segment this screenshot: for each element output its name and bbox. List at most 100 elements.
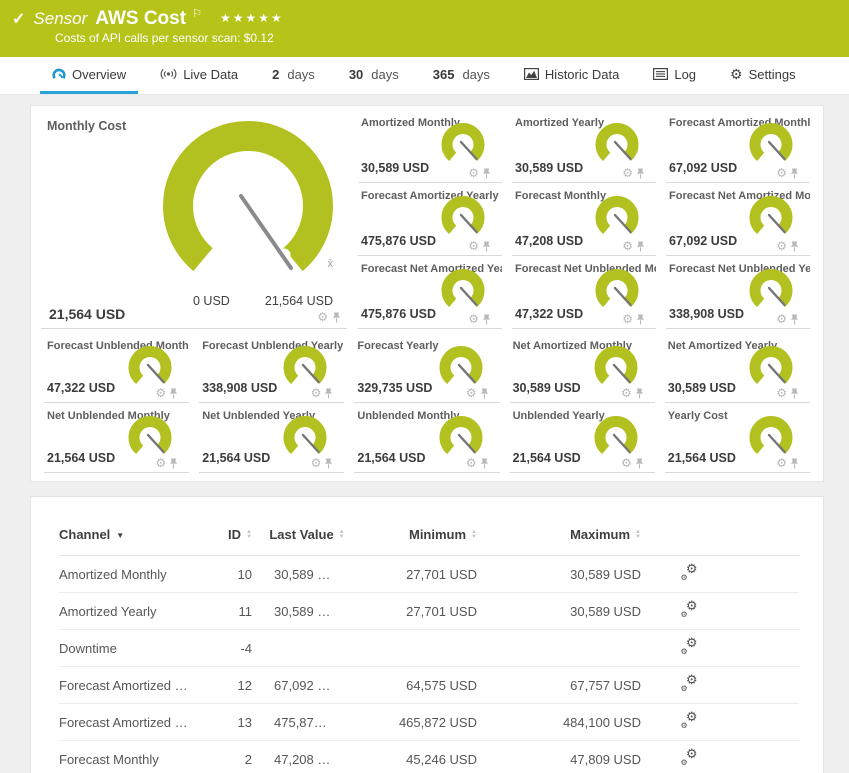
column-header-channel[interactable]: Channel ▼ xyxy=(59,521,209,556)
pin-icon[interactable] xyxy=(790,458,799,469)
gear-icon[interactable]: ⚙ xyxy=(468,239,479,253)
gear-icon[interactable]: ⚙ xyxy=(310,386,322,400)
pin-icon[interactable] xyxy=(636,168,645,179)
gear-icon[interactable]: ⚙ xyxy=(621,456,632,470)
channel-gauge-tile[interactable]: Forecast Unblended Monthly 47,322 USD ⚙ xyxy=(44,333,190,403)
channel-cell: Amortized Yearly xyxy=(59,592,209,630)
pin-icon[interactable] xyxy=(790,241,799,252)
table-row[interactable]: Downtime -4 ⚙ ⚙ xyxy=(59,629,799,667)
channel-settings-icon[interactable]: ⚙ ⚙ xyxy=(680,672,698,693)
gear-icon[interactable]: ⚙ xyxy=(465,456,477,470)
pin-icon[interactable] xyxy=(482,314,491,325)
channel-gauge-tile[interactable]: Net Unblended Yearly 21,564 USD ⚙ xyxy=(199,403,345,473)
channel-settings-icon[interactable]: ⚙ ⚙ xyxy=(680,598,698,619)
gauges-card: Monthly Cost x̄ 0 USD 21,564 USD 21,564 … xyxy=(30,105,824,482)
gear-icon[interactable]: ⚙ xyxy=(776,456,787,470)
gear-icon[interactable]: ⚙ xyxy=(317,310,328,324)
maximum-cell xyxy=(477,629,641,667)
gear-icon[interactable]: ⚙ xyxy=(776,166,787,180)
pin-icon[interactable] xyxy=(636,241,645,252)
channel-settings-icon[interactable]: ⚙ ⚙ xyxy=(680,709,698,730)
sensor-subtitle: Costs of API calls per sensor scan: $0.1… xyxy=(55,31,274,45)
pin-icon[interactable] xyxy=(482,168,491,179)
pin-icon[interactable] xyxy=(790,388,799,399)
tab-live-data[interactable]: Live Data xyxy=(148,57,250,94)
gear-icon[interactable]: ⚙ xyxy=(310,456,322,470)
pin-icon[interactable] xyxy=(790,314,799,325)
pin-icon[interactable] xyxy=(169,388,178,399)
gear-icon[interactable]: ⚙ xyxy=(155,456,167,470)
pin-icon[interactable] xyxy=(482,241,491,252)
gear-icon[interactable]: ⚙ xyxy=(621,386,632,400)
channel-gauge-tile[interactable]: Net Amortized Yearly 30,589 USD ⚙ xyxy=(664,333,810,403)
channel-gauge-tile[interactable]: Forecast Net Unblended Yearly 338,908 US… xyxy=(666,256,810,329)
channel-gauge-tile[interactable]: Unblended Monthly 21,564 USD ⚙ xyxy=(354,403,500,473)
flag-icon[interactable]: ⚐ xyxy=(192,8,202,20)
channel-gauge-tile[interactable]: Forecast Yearly 329,735 USD ⚙ xyxy=(354,333,500,403)
tab-2-days[interactable]: 2 days xyxy=(260,57,327,94)
channel-settings-icon[interactable]: ⚙ ⚙ xyxy=(680,561,698,582)
gear-icon[interactable]: ⚙ xyxy=(468,166,479,180)
channel-gauge-tile[interactable]: Unblended Yearly 21,564 USD ⚙ xyxy=(509,403,655,473)
gear-icon[interactable]: ⚙ xyxy=(622,239,633,253)
tab-settings[interactable]: ⚙ Settings xyxy=(718,57,808,94)
channel-settings-icon[interactable]: ⚙ ⚙ xyxy=(680,746,698,767)
channel-settings-icon[interactable]: ⚙ ⚙ xyxy=(680,635,698,656)
gear-icon[interactable]: ⚙ xyxy=(468,312,479,326)
sensor-name: AWS Cost xyxy=(95,8,187,29)
gear-icon[interactable]: ⚙ xyxy=(465,386,477,400)
pin-icon[interactable] xyxy=(480,388,489,399)
channel-value: 475,876 USD xyxy=(361,307,437,321)
channel-gauge-tile[interactable]: Forecast Amortized Yearly 475,876 USD ⚙ xyxy=(358,183,502,256)
pin-icon[interactable] xyxy=(480,458,489,469)
pin-icon[interactable] xyxy=(636,314,645,325)
priority-stars[interactable]: ★★★★★ xyxy=(219,11,284,25)
channel-gauge-tile[interactable]: Net Amortized Monthly 30,589 USD ⚙ xyxy=(509,333,655,403)
mean-marker: x̄ xyxy=(327,258,334,270)
column-header-minimum[interactable]: Minimum ▲ ▼ xyxy=(362,521,477,556)
channel-gauge-tile[interactable]: Forecast Unblended Yearly 338,908 USD ⚙ xyxy=(199,333,345,403)
channel-gauge-tile[interactable]: Forecast Net Amortized Yearly 475,876 US… xyxy=(358,256,502,329)
table-row[interactable]: Forecast Amortized … 12 67,092 … 64,575 … xyxy=(59,666,799,704)
table-row[interactable]: Forecast Amortized … 13 475,87… 465,872 … xyxy=(59,703,799,741)
pin-icon[interactable] xyxy=(324,458,333,469)
channel-gauge-tile[interactable]: Forecast Amortized Monthly 67,092 USD ⚙ xyxy=(666,110,810,183)
channel-cell: Downtime xyxy=(59,629,209,667)
table-row[interactable]: Amortized Yearly 11 30,589 … 27,701 USD … xyxy=(59,592,799,630)
gear-icon[interactable]: ⚙ xyxy=(622,166,633,180)
channel-name: Net Amortized Yearly xyxy=(667,340,778,352)
tab-overview[interactable]: Overview xyxy=(40,57,139,94)
column-header-maximum[interactable]: Maximum ▲ ▼ xyxy=(477,521,641,556)
gear-icon[interactable]: ⚙ xyxy=(776,386,787,400)
gear-icon[interactable]: ⚙ xyxy=(776,239,787,253)
column-header-last-value[interactable]: Last Value ▲ ▼ xyxy=(252,521,362,556)
channel-gauge-tile[interactable]: Amortized Monthly 30,589 USD ⚙ xyxy=(358,110,502,183)
mini-gauge-icon xyxy=(749,269,793,308)
pin-icon[interactable] xyxy=(790,168,799,179)
pin-icon[interactable] xyxy=(635,388,644,399)
channel-gauge-tile[interactable]: Yearly Cost 21,564 USD ⚙ xyxy=(664,403,810,473)
channel-gauge-tile[interactable]: Forecast Net Amortized Mont… 67,092 USD … xyxy=(666,183,810,256)
channel-value: 30,589 USD xyxy=(515,161,584,175)
pin-icon[interactable] xyxy=(635,458,644,469)
channel-gauge-tile[interactable]: Forecast Net Unblended Mon… 47,322 USD ⚙ xyxy=(512,256,656,329)
tab-historic-data[interactable]: Historic Data xyxy=(512,57,631,94)
id-cell: 10 xyxy=(209,555,252,593)
pin-icon[interactable] xyxy=(169,458,178,469)
tab-30-days[interactable]: 30 days xyxy=(337,57,411,94)
channel-value: 21,564 USD xyxy=(357,451,426,465)
table-row[interactable]: Amortized Monthly 10 30,589 … 27,701 USD… xyxy=(59,555,799,593)
channel-gauge-tile[interactable]: Net Unblended Monthly 21,564 USD ⚙ xyxy=(44,403,190,473)
gear-icon[interactable]: ⚙ xyxy=(622,312,633,326)
table-row[interactable]: Forecast Monthly 2 47,208 … 45,246 USD 4… xyxy=(59,740,799,773)
column-header-id[interactable]: ID ▲ ▼ xyxy=(209,521,252,556)
pin-icon[interactable] xyxy=(324,388,333,399)
tab-log[interactable]: Log xyxy=(641,57,708,94)
channel-gauge-tile[interactable]: Amortized Yearly 30,589 USD ⚙ xyxy=(512,110,656,183)
gear-icon[interactable]: ⚙ xyxy=(776,312,787,326)
pin-icon[interactable] xyxy=(332,312,341,323)
tab-365-days[interactable]: 365 days xyxy=(421,57,502,94)
gear-icon[interactable]: ⚙ xyxy=(155,386,167,400)
channel-value: 67,092 USD xyxy=(669,161,738,175)
channel-gauge-tile[interactable]: Forecast Monthly 47,208 USD ⚙ xyxy=(512,183,656,256)
